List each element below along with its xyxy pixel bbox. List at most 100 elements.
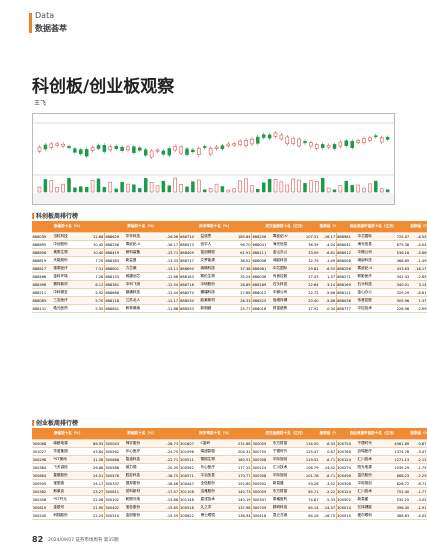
table-cell: 金冠股份 <box>125 511 156 520</box>
table-cell: 21.24 <box>83 511 105 520</box>
table-cell: 石头科技 <box>272 280 301 289</box>
volume-bar <box>226 189 231 193</box>
table-cell: 佰维存储 <box>272 296 301 305</box>
table-cell: 昆仑万维 <box>272 511 301 520</box>
table-cell: 当虹科技 <box>52 232 84 241</box>
table-cell: 301027 <box>32 447 53 456</box>
volume-bar <box>67 178 71 193</box>
column-header: 跌幅前十名（%） <box>104 221 180 233</box>
table-cell: 688041 <box>251 240 273 249</box>
candle-body <box>244 140 248 146</box>
table-cell: 688398 <box>32 280 53 289</box>
table-cell: 奥泰生物 <box>52 248 84 257</box>
table-cell: 300059 <box>251 439 273 448</box>
table-cell: 中研股份 <box>199 280 229 289</box>
candle-body <box>297 138 301 147</box>
table-cell: 64.16 <box>300 511 319 520</box>
table-cell: 300447 <box>178 479 200 488</box>
candle-body <box>43 144 48 150</box>
table-cell: 300811 <box>103 487 126 496</box>
volume-bar <box>55 186 59 193</box>
volume-bar <box>303 183 307 193</box>
table-cell: -14.37 <box>318 503 337 512</box>
table-cell: 725.07 <box>385 232 410 241</box>
volume-bar <box>379 188 384 193</box>
table-cell: 688981 <box>251 264 273 273</box>
table-cell: -4.02 <box>409 511 427 520</box>
table-cell: -12.17 <box>155 296 180 305</box>
table-cell: 43.64 <box>83 447 105 456</box>
table-cell: 66.93 <box>83 439 105 448</box>
table-row: 688085 三友医疗 5.70 688118 江苏北人 -12.17 688530 欧莱新材… <box>32 296 427 305</box>
table-cell: 688629 <box>103 232 126 241</box>
table-cell: 3.14 <box>318 280 337 289</box>
volume-bar <box>356 184 360 193</box>
table-cell: 300498 <box>335 471 357 480</box>
table-row: 688695 中创股份 10.45 688256 寒武纪-U -16.17 688573 信宇… <box>32 240 427 249</box>
table-cell: 329.29 <box>385 288 410 297</box>
candle-body <box>379 137 384 143</box>
candle-body <box>338 141 343 147</box>
table-cell: 300308 <box>251 471 273 480</box>
candle-body <box>143 149 148 156</box>
table-cell: -16.17 <box>409 264 427 273</box>
table-cell: -3.47 <box>409 447 427 456</box>
section-cn: 数据荟萃 <box>35 24 67 33</box>
table-cell: 106.79 <box>300 463 319 472</box>
table-cell: 688419 <box>103 248 126 257</box>
candle-body <box>55 143 59 146</box>
table-cell: 乾照光电 <box>125 495 156 504</box>
table-cell: 22.64 <box>300 280 319 289</box>
column-header: 换手率前十名（%） <box>179 428 252 440</box>
volume-bar <box>161 180 166 193</box>
candle-body <box>326 145 331 148</box>
table-cell: -15.65 <box>155 503 180 512</box>
candle-body <box>226 143 231 147</box>
table-cell: 301596 <box>178 447 200 456</box>
page-number: 82 <box>32 535 44 544</box>
table-cell: 300750 <box>251 447 273 456</box>
table-cell: 688270 <box>178 288 200 297</box>
table-cell: 唯捷创芯 <box>125 272 156 281</box>
table-cell: 泰格医药 <box>272 495 301 504</box>
table-cell: -28.73 <box>155 439 180 448</box>
table-cell: 25.77 <box>228 304 252 313</box>
table-cell: 29.81 <box>300 264 319 273</box>
volume-bar <box>350 185 354 193</box>
table-row: 300384 飞天诚信 26.86 300586 维力德 -20.35 300562 乐心医疗… <box>32 463 427 472</box>
table-cell: 752.40 <box>385 487 410 496</box>
volume-bar <box>167 185 172 193</box>
table-cell: -1.49 <box>318 256 337 265</box>
table-cell: 300274 <box>335 463 357 472</box>
volume-bar <box>309 180 313 193</box>
candle-body <box>350 140 354 148</box>
table-cell: 亿纬锂能 <box>356 503 386 512</box>
table-cell: -6.71 <box>318 455 337 464</box>
table-cell: 乐心医疗 <box>125 447 156 456</box>
table-cell: 5.92 <box>83 288 105 297</box>
table-cell: 7.70 <box>83 256 105 265</box>
table-cell: 300240 <box>32 511 53 520</box>
candle-body <box>49 143 54 148</box>
volume-bar <box>138 188 142 193</box>
table-cell: -11.88 <box>155 304 180 313</box>
table-cell: 300402 <box>103 503 126 512</box>
table-cell: 688153 <box>103 272 126 281</box>
volume-bar <box>297 179 301 193</box>
table-cell: 27.68 <box>228 288 252 297</box>
column-header: 自由流通市值前十名（亿元） <box>336 428 410 440</box>
table-cell: 富创精密 <box>199 248 229 257</box>
table-cell: 688593 <box>178 304 200 313</box>
table-cell: 468.89 <box>385 256 410 265</box>
table-cell: 和林微纳 <box>125 304 156 313</box>
table-cell: 101.78 <box>300 471 319 480</box>
table-cell: 688717 <box>178 256 200 265</box>
candle-body <box>179 146 183 154</box>
volume-bar <box>362 187 366 193</box>
table-cell: 433.63 <box>385 264 410 273</box>
column-header: 跌幅前十名（%） <box>104 428 180 440</box>
table-cell: 益诺思 <box>199 232 229 241</box>
table-cell: 华丰科技 <box>125 232 156 241</box>
table-cell: 119.52 <box>300 455 319 464</box>
volume-bar <box>267 178 272 193</box>
